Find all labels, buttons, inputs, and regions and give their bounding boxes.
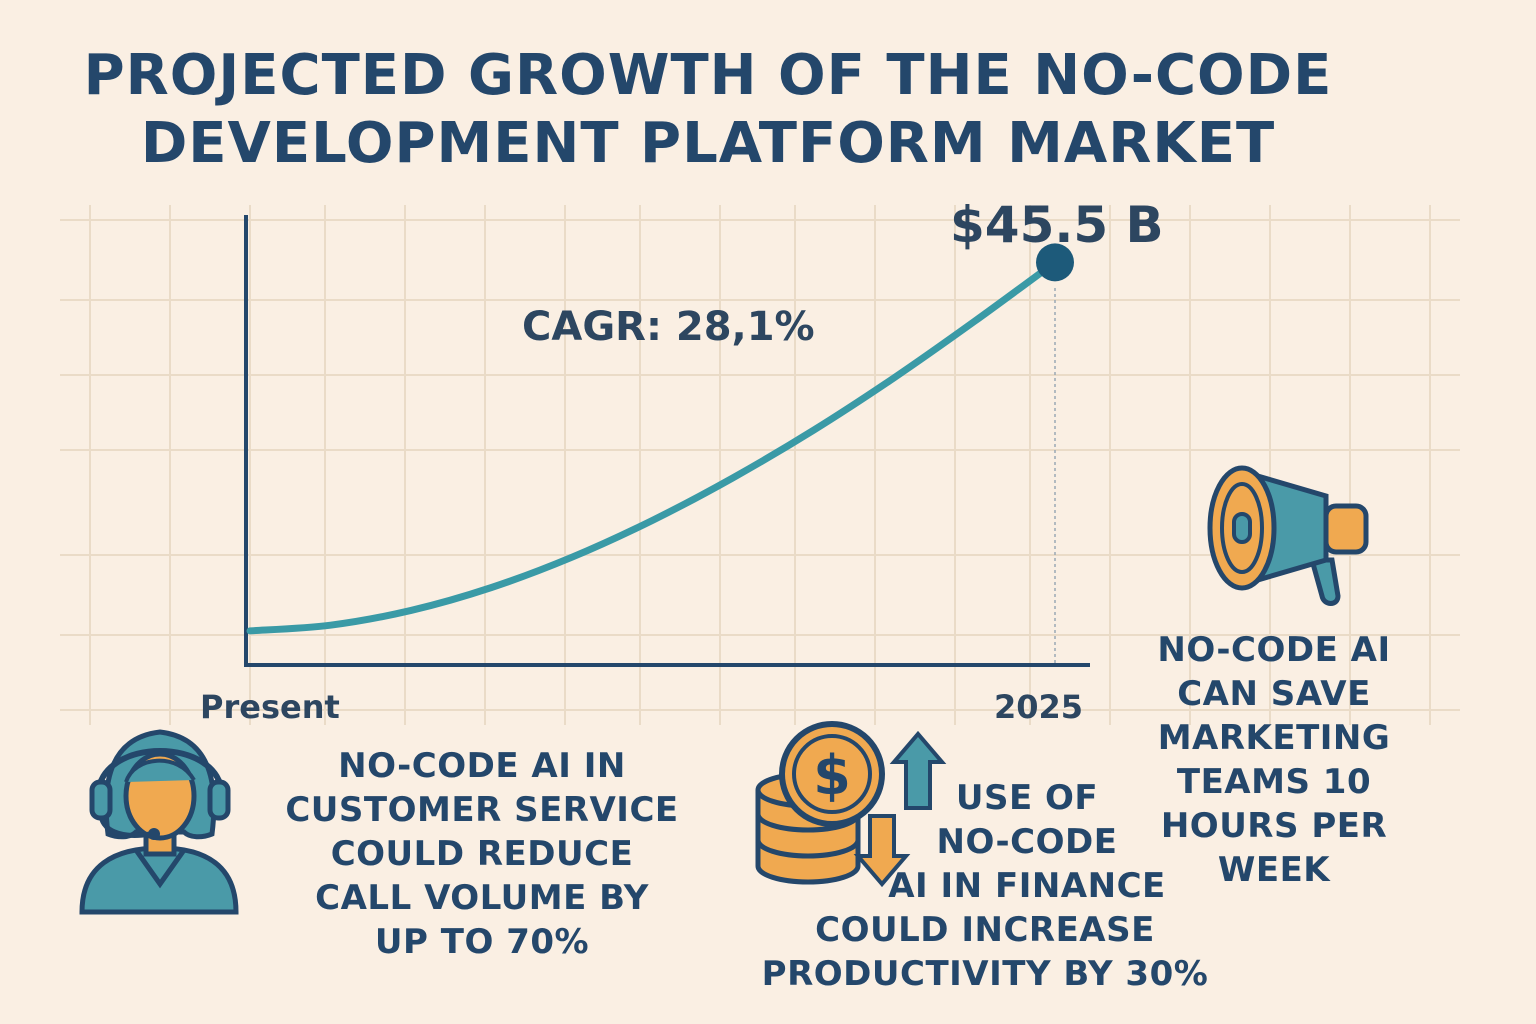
- page-title-line-2: DEVELOPMENT PLATFORM MARKET: [140, 111, 1276, 176]
- stat-finance-bottom: COULD INCREASE PRODUCTIVITY BY 30%: [761, 910, 1209, 994]
- coins-dollar-icon: $: [755, 721, 947, 888]
- end-data-point: [1036, 243, 1074, 282]
- svg-text:$: $: [813, 744, 851, 807]
- stat-finance-top: USE OF NO-CODE AI IN FINANCE: [888, 778, 1166, 906]
- end-value-label: $45.5 B: [950, 196, 1164, 254]
- x-tick-label-2025: 2025: [994, 688, 1084, 726]
- stat-customer-service: NO-CODE AI IN CUSTOMER SERVICE COULD RED…: [285, 746, 679, 962]
- megaphone-icon: [1207, 465, 1369, 606]
- cagr-annotation: CAGR: 28,1%: [522, 304, 815, 350]
- x-tick-label-present: Present: [200, 688, 340, 726]
- series-line: [246, 258, 1059, 635]
- stat-marketing: NO-CODE AI CAN SAVE MARKETING TEAMS 10 H…: [1157, 630, 1391, 890]
- page-title-line-1: PROJECTED GROWTH OF THE NO-CODE: [83, 43, 1333, 108]
- headset-agent-icon: [79, 729, 239, 915]
